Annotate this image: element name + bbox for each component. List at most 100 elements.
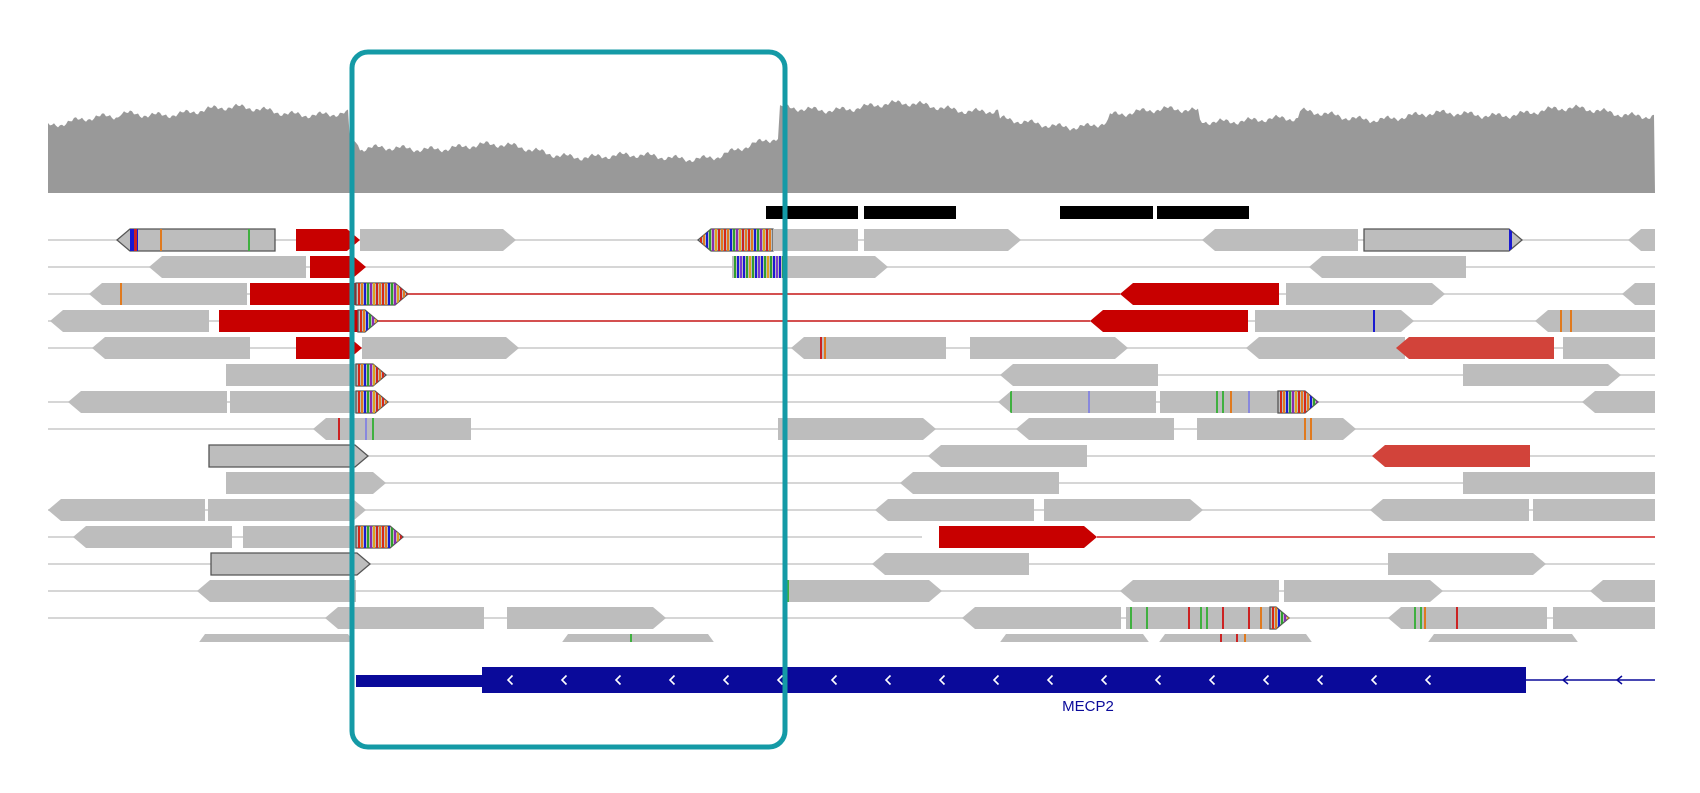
split-read[interactable] — [1090, 310, 1248, 332]
aligned-read[interactable] — [785, 580, 942, 602]
aligned-read[interactable] — [68, 391, 227, 413]
split-read[interactable] — [296, 337, 362, 359]
aligned-read[interactable] — [507, 607, 666, 629]
aligned-read[interactable] — [1284, 580, 1443, 602]
aligned-read[interactable] — [1535, 310, 1655, 332]
aligned-read[interactable] — [208, 444, 370, 468]
aligned-read[interactable] — [355, 390, 390, 414]
aligned-read[interactable] — [1286, 283, 1445, 305]
aligned-read[interactable] — [92, 337, 250, 359]
aligned-read[interactable] — [1388, 553, 1546, 575]
aligned-read[interactable] — [355, 282, 410, 306]
aligned-read[interactable] — [560, 634, 716, 645]
mismatch-mark — [358, 526, 360, 548]
aligned-read[interactable] — [872, 553, 1029, 575]
gene-utr[interactable] — [356, 675, 484, 687]
aligned-read[interactable] — [1590, 580, 1655, 602]
aligned-read[interactable] — [732, 256, 785, 278]
aligned-read[interactable] — [773, 229, 858, 251]
aligned-read[interactable] — [998, 634, 1151, 645]
aligned-read[interactable] — [1157, 634, 1314, 645]
aligned-read[interactable] — [1463, 472, 1655, 494]
aligned-read[interactable] — [1044, 499, 1203, 521]
aligned-read[interactable] — [226, 472, 386, 494]
aligned-read[interactable] — [1309, 256, 1466, 278]
aligned-read[interactable] — [785, 256, 888, 278]
aligned-read[interactable] — [1582, 391, 1655, 413]
aligned-read[interactable] — [1370, 499, 1529, 521]
aligned-read[interactable] — [875, 499, 1034, 521]
split-read[interactable] — [219, 310, 358, 332]
aligned-read[interactable] — [1553, 607, 1655, 629]
split-read[interactable] — [296, 229, 360, 251]
aligned-read[interactable] — [696, 228, 774, 252]
aligned-read[interactable] — [962, 607, 1121, 629]
split-read[interactable] — [250, 283, 356, 305]
coverage-histogram[interactable] — [48, 100, 1655, 193]
aligned-read[interactable] — [226, 364, 356, 386]
aligned-read[interactable] — [73, 526, 232, 548]
split-read[interactable] — [939, 526, 1097, 548]
aligned-read[interactable] — [1463, 364, 1621, 386]
aligned-read[interactable] — [1363, 228, 1524, 252]
aligned-read[interactable] — [1246, 337, 1405, 359]
aligned-read[interactable] — [230, 391, 356, 413]
aligned-read[interactable] — [1016, 418, 1174, 440]
aligned-read[interactable] — [970, 337, 1128, 359]
gene-track[interactable]: MECP2 — [356, 667, 1655, 715]
aligned-read[interactable] — [864, 229, 1021, 251]
aligned-read[interactable] — [778, 418, 936, 440]
aligned-read[interactable] — [197, 580, 356, 602]
split-read[interactable] — [1372, 445, 1530, 467]
aligned-read[interactable] — [208, 499, 366, 521]
mismatch-mark — [767, 256, 769, 278]
split-read[interactable] — [1396, 337, 1554, 359]
aligned-read[interactable] — [325, 607, 484, 629]
aligned-read[interactable] — [1622, 283, 1655, 305]
aligned-read[interactable] — [48, 499, 205, 521]
mismatch-mark — [397, 526, 399, 548]
aligned-read[interactable] — [355, 363, 388, 387]
aligned-read[interactable] — [1563, 337, 1655, 359]
aligned-read[interactable] — [313, 418, 471, 440]
alignment-reads-track[interactable] — [48, 228, 1655, 645]
aligned-read[interactable] — [357, 309, 380, 333]
aligned-read[interactable] — [998, 391, 1156, 413]
aligned-read[interactable] — [1160, 391, 1278, 413]
aligned-read[interactable] — [1533, 499, 1655, 521]
aligned-read[interactable] — [1277, 390, 1320, 414]
aligned-read[interactable] — [197, 634, 356, 645]
highlight-region[interactable] — [349, 49, 788, 750]
mismatch-mark — [365, 418, 367, 440]
coverage-track[interactable] — [48, 100, 1655, 193]
aligned-read[interactable] — [1120, 580, 1279, 602]
aligned-read[interactable] — [1388, 607, 1547, 629]
aligned-read[interactable] — [360, 229, 516, 251]
aligned-read[interactable] — [1126, 607, 1270, 629]
aligned-read[interactable] — [89, 283, 247, 305]
aligned-read[interactable] — [791, 337, 946, 359]
aligned-read[interactable] — [1000, 364, 1158, 386]
aligned-read[interactable] — [1426, 634, 1580, 645]
aligned-read[interactable] — [1628, 229, 1655, 251]
split-read[interactable] — [310, 256, 366, 278]
aligned-read[interactable] — [1202, 229, 1358, 251]
aligned-read[interactable] — [355, 525, 405, 549]
aligned-read[interactable] — [115, 228, 276, 252]
mismatch-mark — [403, 283, 405, 305]
aligned-read[interactable] — [210, 552, 372, 576]
aligned-read[interactable] — [1255, 310, 1414, 332]
split-read[interactable] — [1120, 283, 1279, 305]
aligned-read[interactable] — [50, 310, 209, 332]
gene-label[interactable]: MECP2 — [1062, 698, 1114, 715]
gene-exon[interactable] — [482, 667, 1526, 693]
aligned-read[interactable] — [900, 472, 1059, 494]
aligned-read[interactable] — [1197, 418, 1356, 440]
mismatch-mark — [706, 229, 708, 251]
aligned-read[interactable] — [149, 256, 306, 278]
aligned-read[interactable] — [243, 526, 356, 548]
aligned-read[interactable] — [362, 337, 519, 359]
aligned-read[interactable] — [1269, 606, 1291, 630]
aligned-read[interactable] — [928, 445, 1087, 467]
